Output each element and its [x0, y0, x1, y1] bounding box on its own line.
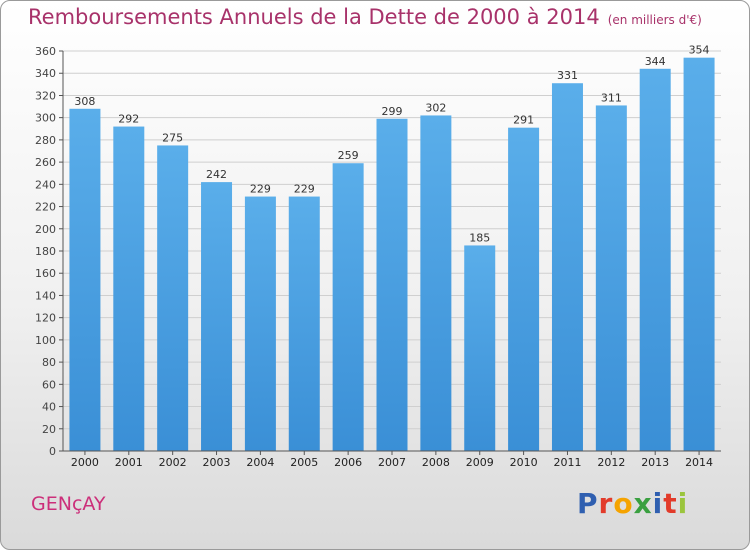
y-tick-label: 220	[35, 201, 56, 214]
x-tick-label-2012: 2012	[597, 456, 625, 469]
logo-letter: t	[663, 487, 678, 520]
axis-layer: 0 20 40 60 80 100 120 140 160 180 200 220 240 260 280 3…	[35, 45, 721, 469]
logo-letter: o	[613, 487, 634, 520]
y-tick-label: 340	[35, 67, 56, 80]
y-tick-label: 320	[35, 89, 56, 102]
value-label-2009: 185	[469, 231, 490, 244]
logo-letter: i	[652, 487, 664, 520]
y-tick-label: 240	[35, 178, 56, 191]
y-tick-label: 300	[35, 112, 56, 125]
value-label-2001: 292	[118, 113, 139, 126]
value-label-2012: 311	[601, 91, 622, 104]
x-tick-label-2000: 2000	[71, 456, 99, 469]
bar-2008	[420, 115, 452, 451]
x-tick-label-2003: 2003	[203, 456, 231, 469]
bar-2006	[332, 163, 364, 451]
y-tick-label: 40	[42, 401, 56, 414]
bar-2003	[201, 182, 233, 451]
proxiti-logo: Proxiti	[577, 487, 688, 520]
logo-letter: x	[633, 487, 653, 520]
y-tick-label: 20	[42, 423, 56, 436]
bar-2000	[69, 108, 101, 452]
value-label-2005: 229	[294, 183, 315, 196]
x-tick-label-2006: 2006	[334, 456, 362, 469]
bar-2007	[376, 118, 408, 452]
y-tick-label: 360	[35, 45, 56, 58]
city-name: GENçAY	[31, 493, 106, 515]
logo-letter: P	[577, 487, 599, 520]
y-tick-label: 200	[35, 223, 56, 236]
y-tick-label: 260	[35, 156, 56, 169]
bar-2002	[157, 145, 189, 451]
x-tick-label-2001: 2001	[115, 456, 143, 469]
bar-2014	[683, 57, 715, 452]
value-label-2014: 354	[689, 44, 710, 57]
y-tick-label: 0	[49, 445, 56, 458]
value-label-2007: 299	[382, 105, 403, 118]
x-tick-label-2004: 2004	[246, 456, 274, 469]
bar-2005	[288, 196, 320, 451]
value-label-2006: 259	[338, 149, 359, 162]
x-tick-label-2010: 2010	[510, 456, 538, 469]
value-label-2010: 291	[513, 114, 534, 127]
y-tick-label: 140	[35, 289, 56, 302]
unit-label: (en milliers d'€)	[607, 13, 702, 27]
x-tick-label-2013: 2013	[641, 456, 669, 469]
value-label-2011: 331	[557, 69, 578, 82]
y-tick-label: 180	[35, 245, 56, 258]
x-tick-label-2009: 2009	[466, 456, 494, 469]
value-label-2004: 229	[250, 183, 271, 196]
y-tick-label: 80	[42, 356, 56, 369]
y-tick-label: 160	[35, 267, 56, 280]
value-label-2000: 308	[74, 95, 95, 108]
x-tick-label-2011: 2011	[553, 456, 581, 469]
value-label-2003: 242	[206, 168, 227, 181]
value-label-2008: 302	[425, 101, 446, 114]
y-tick-label: 120	[35, 312, 56, 325]
x-tick-label-2002: 2002	[159, 456, 187, 469]
chart-title: Remboursements Annuels de la Dette de 20…	[28, 5, 600, 29]
y-tick-label: 100	[35, 334, 56, 347]
x-tick-label-2005: 2005	[290, 456, 318, 469]
x-tick-label-2008: 2008	[422, 456, 450, 469]
value-label-2002: 275	[162, 131, 183, 144]
bar-2004	[244, 196, 276, 451]
bar-layer: 308 292 275 242 229 229 259 299 302 185 291 331 311 3…	[69, 44, 715, 452]
y-tick-label: 60	[42, 378, 56, 391]
chart-title-block: Remboursements Annuels de la Dette de 20…	[28, 5, 702, 29]
bar-2011	[551, 83, 583, 451]
x-tick-label-2014: 2014	[685, 456, 713, 469]
value-label-2013: 344	[645, 55, 666, 68]
bar-2001	[113, 126, 145, 452]
logo-letter: r	[598, 487, 614, 520]
logo-letter: i	[677, 487, 689, 520]
bar-2012	[595, 105, 627, 451]
bar-2010	[508, 127, 540, 452]
bar-2013	[639, 68, 671, 452]
y-tick-label: 280	[35, 134, 56, 147]
x-tick-label-2007: 2007	[378, 456, 406, 469]
bar-2009	[464, 245, 496, 451]
